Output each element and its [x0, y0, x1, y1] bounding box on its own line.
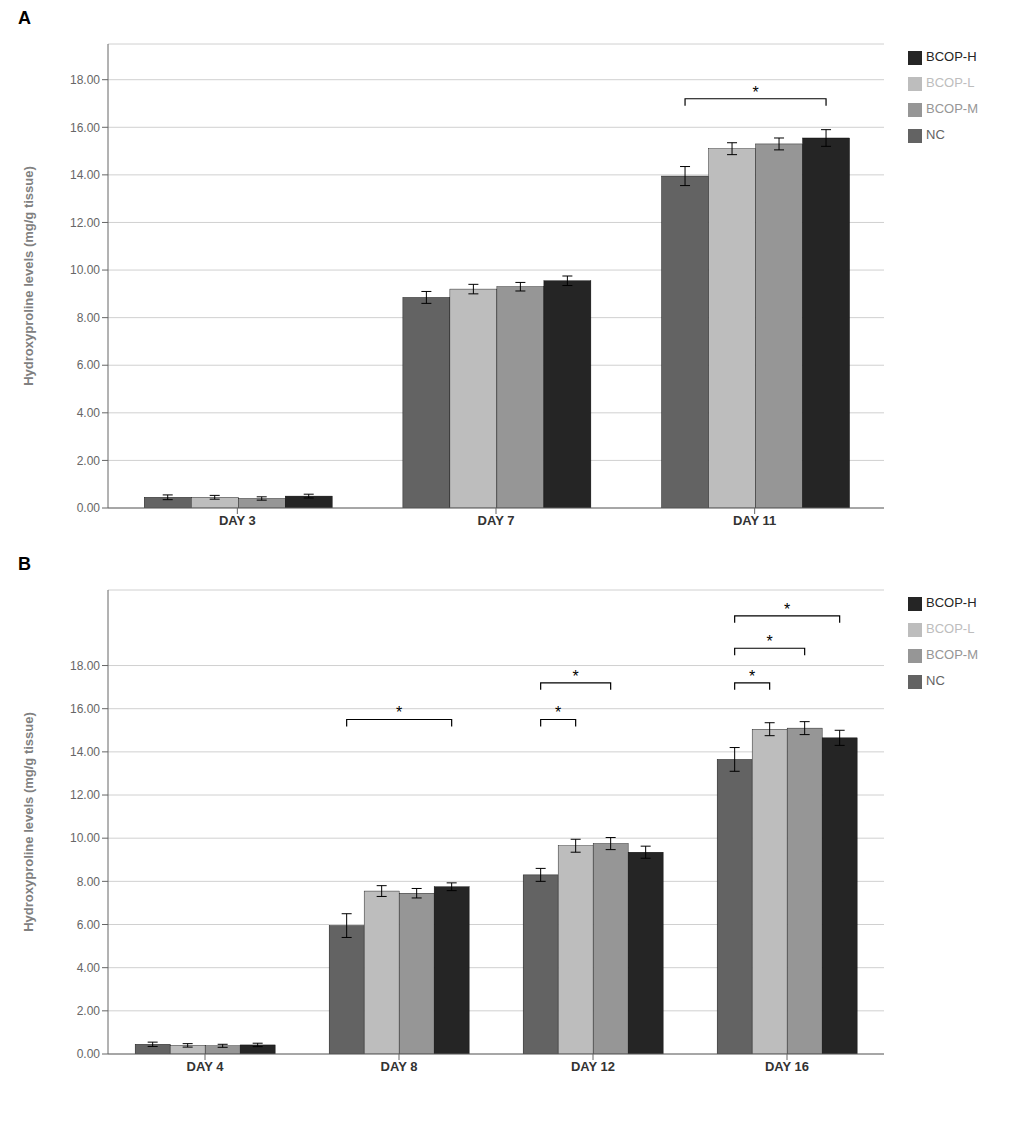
html-text:NC: NC	[926, 127, 945, 142]
svg-text:*: *	[396, 704, 402, 721]
svg-text:0.00: 0.00	[77, 1047, 101, 1061]
svg-text:DAY 3: DAY 3	[219, 513, 256, 528]
svg-text:*: *	[752, 84, 758, 101]
html-text:BCOP-H: BCOP-H	[926, 49, 977, 64]
svg-text:DAY 4: DAY 4	[187, 1059, 225, 1074]
svg-text:6.00: 6.00	[77, 358, 101, 372]
svg-text:DAY 12: DAY 12	[571, 1059, 615, 1074]
svg-text:12.00: 12.00	[70, 216, 100, 230]
svg-text:Hydroxyproline levels (mg/g ti: Hydroxyproline levels (mg/g tissue)	[21, 712, 36, 932]
svg-text:14.00: 14.00	[70, 168, 100, 182]
svg-text:Hydroxyproline levels (mg/g ti: Hydroxyproline levels (mg/g tissue)	[21, 166, 36, 386]
html-text:B: B	[18, 554, 31, 574]
svg-text:*: *	[573, 668, 579, 685]
svg-text:DAY 16: DAY 16	[765, 1059, 809, 1074]
svg-text:16.00: 16.00	[70, 121, 100, 135]
svg-text:6.00: 6.00	[77, 918, 101, 932]
svg-text:0.00: 0.00	[77, 501, 101, 515]
svg-text:2.00: 2.00	[77, 1004, 101, 1018]
svg-text:4.00: 4.00	[77, 406, 101, 420]
svg-text:10.00: 10.00	[70, 831, 100, 845]
svg-text:DAY 8: DAY 8	[381, 1059, 418, 1074]
svg-text:DAY 11: DAY 11	[733, 513, 776, 528]
svg-text:DAY 7: DAY 7	[478, 513, 515, 528]
svg-text:18.00: 18.00	[70, 659, 100, 673]
svg-text:8.00: 8.00	[77, 875, 101, 889]
html-text:A: A	[18, 8, 31, 28]
svg-text:4.00: 4.00	[77, 961, 101, 975]
html-text:BCOP-L: BCOP-L	[926, 621, 975, 636]
svg-text:*: *	[767, 633, 773, 650]
svg-text:*: *	[555, 704, 561, 721]
svg-text:18.00: 18.00	[70, 73, 100, 87]
svg-text:*: *	[749, 668, 755, 685]
svg-text:*: *	[784, 601, 790, 618]
svg-text:16.00: 16.00	[70, 702, 100, 716]
html-text:NC: NC	[926, 673, 945, 688]
html-text:BCOP-H: BCOP-H	[926, 595, 977, 610]
html-text:BCOP-M: BCOP-M	[926, 101, 978, 116]
svg-text:14.00: 14.00	[70, 745, 100, 759]
html-text:BCOP-L: BCOP-L	[926, 75, 975, 90]
svg-text:2.00: 2.00	[77, 454, 101, 468]
svg-text:10.00: 10.00	[70, 263, 100, 277]
svg-text:8.00: 8.00	[77, 311, 101, 325]
html-text:BCOP-M: BCOP-M	[926, 647, 978, 662]
svg-text:12.00: 12.00	[70, 788, 100, 802]
